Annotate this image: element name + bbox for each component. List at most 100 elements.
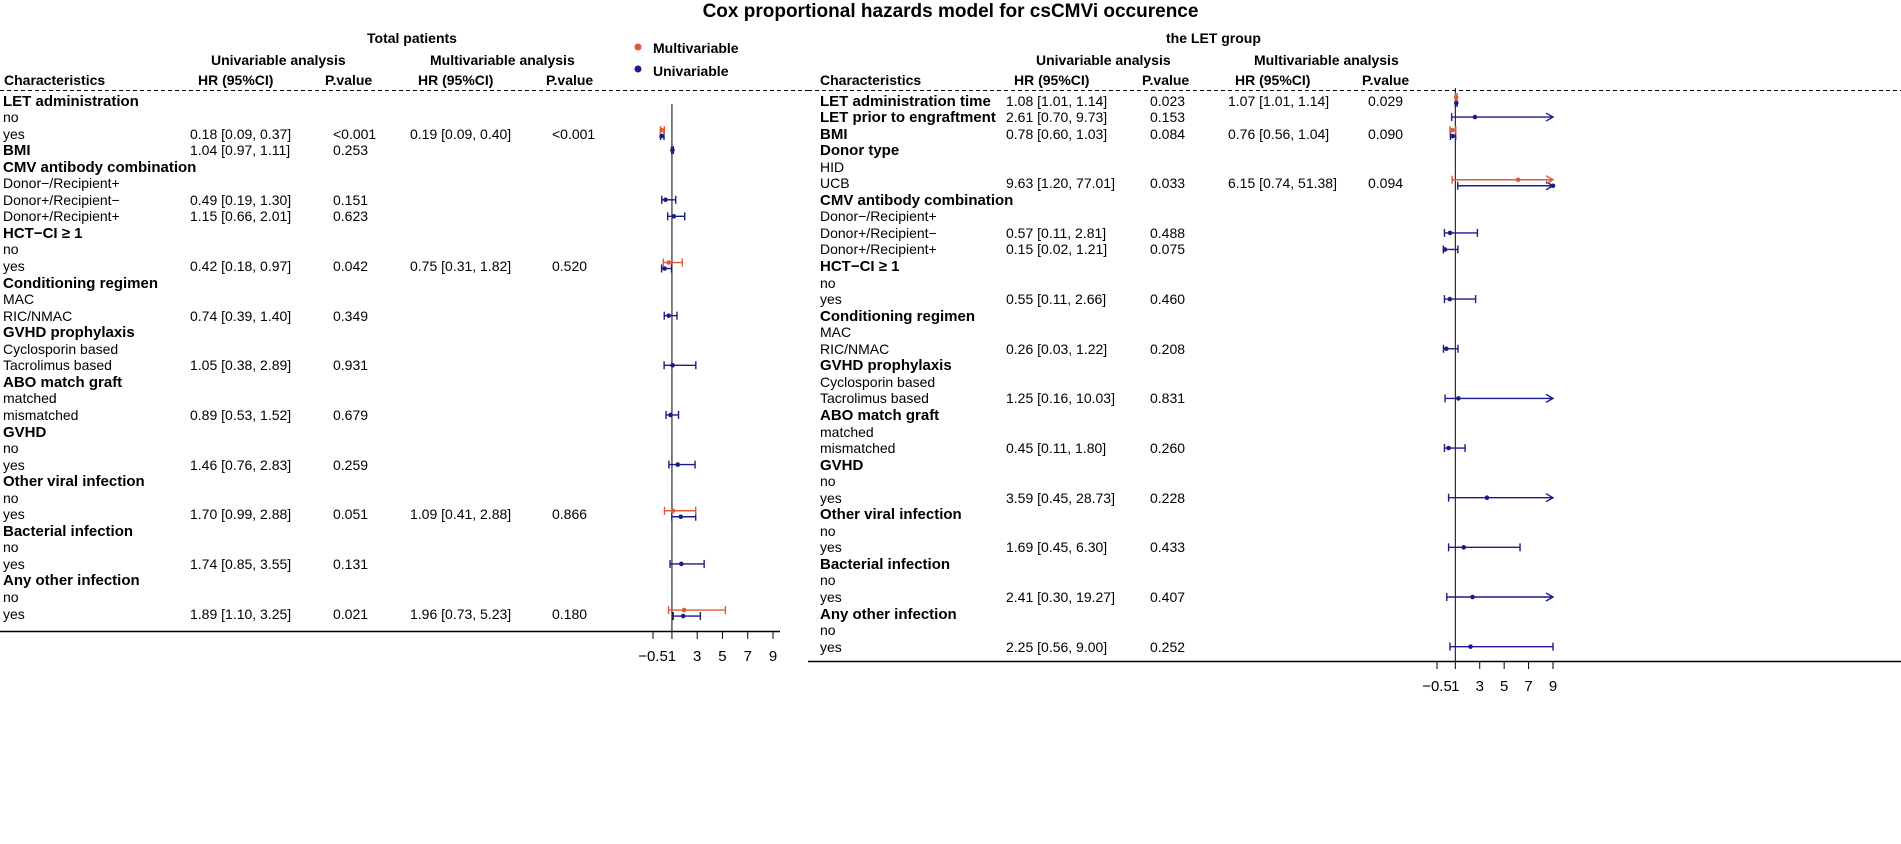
right-row-label: yes	[820, 638, 842, 655]
right-x-tick-label: 3	[1476, 678, 1484, 695]
left-multi-point	[670, 508, 676, 514]
left-row-label: RIC/NMAC	[3, 307, 73, 324]
right-row-uni-hr: 0.78 [0.60, 1.03]	[1006, 125, 1108, 142]
left-row-label: Conditioning regimen	[3, 274, 158, 292]
right-row-uni-p: 0.153	[1150, 109, 1186, 126]
right-uni-point	[1447, 296, 1453, 302]
right-x-tick-label: 7	[1524, 678, 1532, 695]
right-row-multi-p: 0.090	[1368, 125, 1404, 142]
right-uni-point	[1468, 644, 1473, 649]
legend-univariable-label: Univariable	[653, 63, 729, 79]
left-row-label: no	[3, 539, 19, 556]
right-row-label: yes	[820, 489, 842, 506]
right-row-label: CMV antibody combination	[820, 191, 1014, 209]
right-row-uni-p: 0.488	[1150, 224, 1186, 241]
right-uni-point	[1450, 133, 1455, 139]
left-row-label: GVHD prophylaxis	[3, 324, 135, 342]
right-row-uni-hr: 3.59 [0.45, 28.73]	[1006, 489, 1115, 506]
left-row-label: no	[3, 589, 19, 605]
right-row-label: UCB	[820, 175, 850, 192]
right-row-uni-hr: 9.63 [1.20, 77.01]	[1006, 175, 1115, 192]
left-uni-point	[678, 561, 684, 567]
left-multi-header: Multivariable analysis	[430, 52, 575, 68]
right-row-multi-hr: 0.76 [0.56, 1.04]	[1228, 125, 1330, 142]
right-uni-ci-arrow	[1545, 493, 1555, 503]
left-row-label: Cyclosporin based	[3, 340, 119, 357]
legend-univariable-marker	[634, 65, 642, 73]
figure-title: Cox proportional hazards model for csCMV…	[702, 1, 1199, 22]
left-row-label: Tacrolimus based	[3, 357, 112, 374]
left-row-uni-p: 0.131	[333, 555, 369, 572]
right-row-uni-p: 0.407	[1150, 589, 1186, 605]
left-row-label: Other viral infection	[3, 473, 145, 491]
left-row-uni-p: 0.042	[333, 258, 369, 274]
left-row-uni-hr: 0.49 [0.19, 1.30]	[190, 191, 292, 208]
left-row-label: yes	[3, 456, 25, 473]
right-uni-point	[1461, 545, 1467, 550]
right-uni-point	[1443, 346, 1449, 352]
right-row-label: Donor+/Recipient+	[820, 241, 937, 258]
right-uni-point	[1447, 230, 1453, 236]
left-row-uni-hr: 1.70 [0.99, 2.88]	[190, 506, 292, 523]
right-row-label: Cyclosporin based	[820, 373, 936, 390]
left-row-multi-hr: 0.19 [0.09, 0.40]	[410, 125, 512, 142]
right-multi-header: Multivariable analysis	[1254, 52, 1399, 68]
left-col-multi-hr: HR (95%CI)	[418, 72, 494, 88]
left-row-uni-p: 0.623	[333, 208, 369, 225]
right-x-tick-label: 9	[1549, 678, 1557, 695]
right-uni-point	[1484, 495, 1490, 501]
right-row-label: HID	[820, 158, 845, 175]
right-col-uni-hr: HR (95%CI)	[1014, 72, 1090, 88]
right-uni-point	[1442, 247, 1448, 252]
left-row-uni-p: 0.931	[333, 357, 369, 374]
left-row-label: yes	[3, 258, 25, 274]
right-row-uni-p: 0.228	[1150, 489, 1186, 506]
right-row-label: RIC/NMAC	[820, 340, 890, 357]
right-uni-point	[1472, 114, 1478, 120]
right-row-uni-p: 0.260	[1150, 440, 1186, 457]
left-row-label: BMI	[3, 142, 31, 160]
left-row-label: yes	[3, 555, 25, 572]
left-row-uni-hr: 1.05 [0.38, 2.89]	[190, 357, 292, 374]
left-row-uni-hr: 1.74 [0.85, 3.55]	[190, 555, 292, 572]
left-uni-point	[668, 412, 673, 418]
left-row-label: mismatched	[3, 406, 79, 423]
right-row-label: BMI	[820, 125, 848, 143]
left-x-tick-label: 1	[668, 648, 676, 665]
left-row-uni-p: 0.253	[333, 142, 369, 159]
left-row-multi-p: 0.180	[552, 605, 588, 622]
right-row-label: LET prior to engraftment	[820, 109, 996, 127]
left-x-tick-label: 5	[718, 648, 726, 665]
left-uni-point	[670, 363, 675, 368]
left-row-uni-p: <0.001	[333, 125, 377, 142]
right-row-uni-p: 0.208	[1150, 340, 1186, 357]
left-row-label: Donor+/Recipient+	[3, 208, 120, 225]
left-multi-point	[681, 607, 687, 613]
left-uni-header: Univariable analysis	[211, 52, 346, 68]
left-row-label: yes	[3, 506, 25, 523]
right-row-uni-hr: 1.25 [0.16, 10.03]	[1006, 390, 1115, 407]
right-uni-ci-arrow	[1545, 393, 1555, 404]
right-row-uni-hr: 2.41 [0.30, 19.27]	[1006, 589, 1115, 605]
right-uni-point	[1456, 396, 1461, 401]
left-row-label: GVHD	[3, 423, 47, 441]
right-row-label: no	[820, 572, 836, 589]
left-row-label: HCT−CI ≥ 1	[3, 224, 83, 242]
right-row-uni-p: 0.460	[1150, 291, 1186, 308]
left-row-multi-p: <0.001	[552, 125, 596, 142]
right-row-label: Tacrolimus based	[820, 390, 929, 407]
left-row-uni-hr: 1.15 [0.66, 2.01]	[190, 208, 292, 225]
right-row-label: no	[820, 522, 836, 539]
right-row-label: Other viral infection	[820, 506, 962, 524]
right-row-multi-p: 0.029	[1368, 92, 1404, 109]
right-row-label: yes	[820, 589, 842, 605]
right-col-uni-p: P.value	[1142, 72, 1190, 88]
right-col-multi-hr: HR (95%CI)	[1235, 72, 1311, 88]
left-row-label: ABO match graft	[3, 373, 123, 391]
left-row-label: Donor−/Recipient+	[3, 175, 120, 192]
right-x-tick-label: −0.5	[1422, 678, 1452, 695]
right-row-uni-hr: 2.61 [0.70, 9.73]	[1006, 109, 1108, 126]
right-row-uni-hr: 1.08 [1.01, 1.14]	[1006, 92, 1108, 109]
left-x-tick-label: 7	[744, 648, 752, 665]
left-uni-point	[666, 313, 671, 318]
